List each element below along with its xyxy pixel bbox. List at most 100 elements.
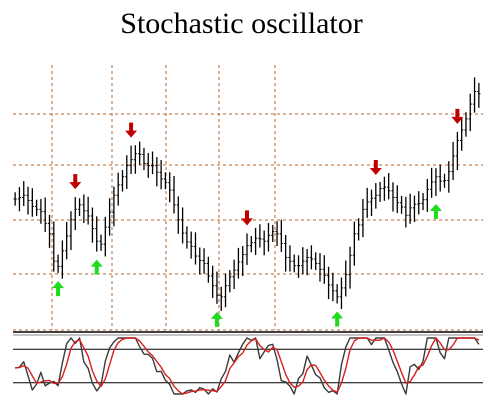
price-bar <box>348 246 352 289</box>
price-bar <box>387 173 391 200</box>
price-bar <box>133 145 137 174</box>
price-bar <box>399 196 404 214</box>
price-bar <box>395 185 399 214</box>
sell-signal-arrow <box>241 210 253 226</box>
price-bar <box>120 170 125 192</box>
price-bar <box>159 160 163 190</box>
price-bar <box>275 221 279 247</box>
price-bar <box>103 216 107 257</box>
price-bar <box>301 247 305 275</box>
price-bar <box>309 245 314 270</box>
price-bar <box>468 93 472 132</box>
price-bar <box>318 253 322 282</box>
price-bar <box>142 147 146 171</box>
price-bar <box>284 234 288 272</box>
price-bar <box>60 240 64 279</box>
price-bar <box>95 216 99 252</box>
price-bar <box>292 254 296 273</box>
price-bar <box>155 157 159 187</box>
price-bar <box>279 219 283 252</box>
price-bar <box>374 183 378 209</box>
price-bar <box>116 172 120 206</box>
price-bar <box>138 141 142 165</box>
price-bar <box>146 153 150 178</box>
price-bar <box>189 231 193 259</box>
price-bar <box>241 246 245 277</box>
price-bar <box>86 196 90 225</box>
stochastic-slow-line <box>15 337 480 395</box>
price-bar <box>198 247 202 275</box>
price-bar <box>430 167 434 198</box>
price-bar <box>369 189 374 217</box>
price-bar <box>82 194 86 224</box>
price-bar <box>365 187 369 218</box>
price-bar <box>331 272 335 302</box>
price-bar <box>472 77 477 113</box>
signal-arrows <box>52 108 464 327</box>
price-bar <box>477 82 481 108</box>
price-bar <box>176 196 180 234</box>
price-bar <box>39 198 43 224</box>
price-bar <box>391 182 395 212</box>
price-grid <box>13 65 483 331</box>
price-bar <box>22 181 26 207</box>
price-bar <box>47 214 52 248</box>
price-bar <box>438 164 442 192</box>
price-bar <box>112 186 116 227</box>
price-bar <box>223 273 228 308</box>
price-bar <box>236 247 241 279</box>
sell-signal-arrow <box>125 122 138 138</box>
price-bar <box>77 198 82 217</box>
price-bar <box>90 207 95 243</box>
price-bar <box>172 175 176 214</box>
price-bar <box>425 178 429 212</box>
price-bar <box>232 259 236 290</box>
price-bar <box>108 198 112 236</box>
oscillator-panel <box>13 331 483 395</box>
buy-signal-arrow <box>331 311 344 327</box>
price-bar <box>451 141 455 181</box>
sell-signal-arrow <box>451 108 464 124</box>
price-bar <box>35 199 39 217</box>
price-bar <box>271 224 275 242</box>
price-bar <box>26 186 30 215</box>
buy-signal-arrow <box>429 204 442 219</box>
buy-signal-arrow <box>90 259 103 275</box>
price-bar <box>150 151 155 175</box>
price-bar <box>163 172 168 190</box>
price-bar <box>185 226 189 249</box>
price-bar <box>417 191 421 215</box>
price-bar <box>52 221 56 272</box>
price-bar <box>262 230 266 256</box>
price-bar <box>168 172 172 203</box>
price-bar <box>404 196 408 228</box>
price-bar <box>215 271 219 304</box>
price-bar <box>442 173 447 188</box>
price-bar <box>245 233 249 265</box>
stochastic-fast-line <box>14 337 480 395</box>
price-bars <box>13 77 481 311</box>
price-bar <box>253 227 258 255</box>
price-bar <box>202 248 206 274</box>
price-bar <box>361 198 365 238</box>
price-bar <box>455 131 459 171</box>
buy-signal-arrow <box>52 281 65 297</box>
price-bar <box>56 254 60 274</box>
price-bar <box>30 188 34 217</box>
price-bar <box>99 234 103 251</box>
price-bar <box>69 211 73 251</box>
price-bar <box>65 221 69 260</box>
price-bar <box>352 221 356 266</box>
sell-signal-arrow <box>69 174 82 190</box>
price-bar <box>421 193 425 211</box>
price-bar <box>378 181 382 202</box>
price-bar <box>357 218 361 241</box>
price-bar <box>447 161 451 193</box>
price-bar <box>219 286 223 311</box>
price-bar <box>326 266 331 300</box>
price-bar <box>305 248 309 276</box>
price-bar <box>434 168 438 196</box>
price-bar <box>43 197 47 232</box>
price-bar <box>344 260 348 297</box>
price-bar <box>193 232 198 265</box>
